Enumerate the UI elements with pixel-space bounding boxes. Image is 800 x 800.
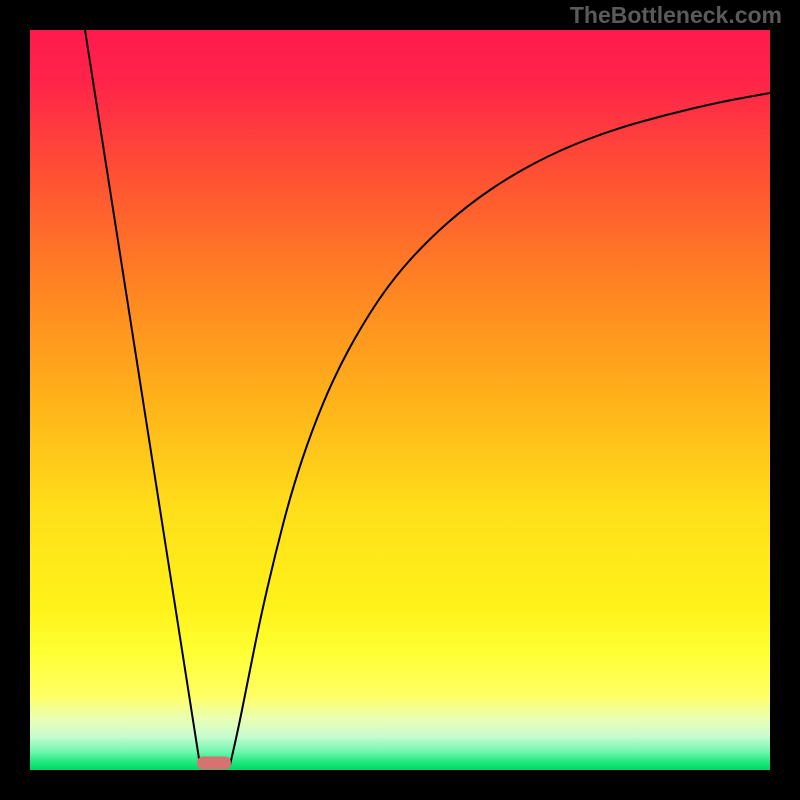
left-line [85,30,200,765]
bottleneck-chart: TheBottleneck.com [0,0,800,800]
curve-layer [30,30,770,770]
watermark-text: TheBottleneck.com [570,2,782,29]
bottleneck-marker [197,757,231,770]
plot-area [30,30,770,770]
right-curve [230,93,770,765]
